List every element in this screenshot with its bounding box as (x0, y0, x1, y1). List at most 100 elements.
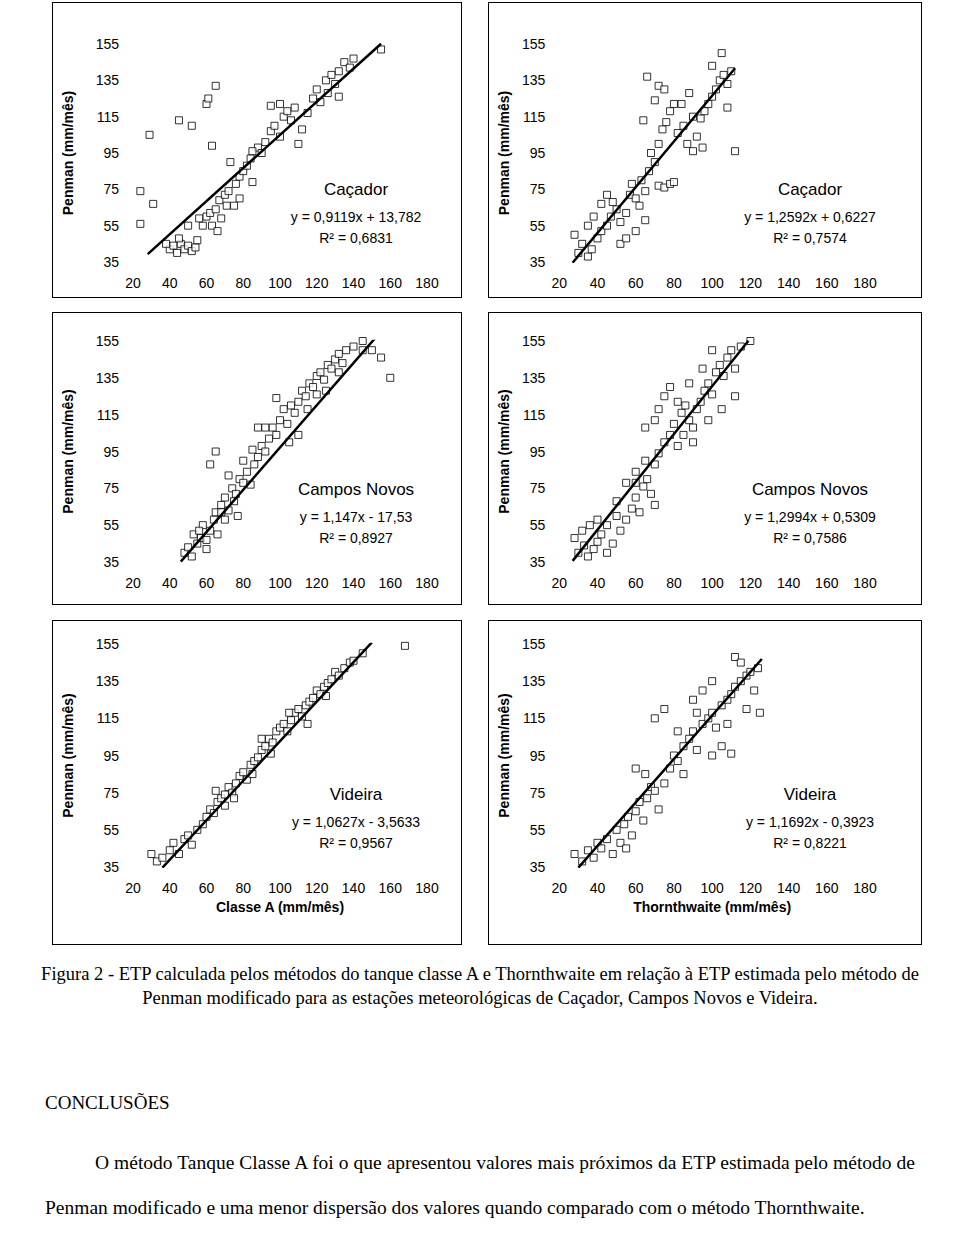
svg-text:115: 115 (523, 109, 546, 125)
svg-text:55: 55 (103, 822, 119, 838)
svg-text:140: 140 (342, 880, 366, 896)
svg-text:R² = 0,8927: R² = 0,8927 (319, 530, 393, 546)
svg-text:40: 40 (590, 880, 606, 896)
svg-text:95: 95 (103, 145, 119, 161)
svg-text:75: 75 (103, 480, 119, 496)
svg-text:180: 180 (853, 880, 877, 896)
svg-text:140: 140 (777, 275, 801, 291)
svg-text:20: 20 (125, 880, 141, 896)
svg-text:140: 140 (342, 575, 366, 591)
svg-text:75: 75 (103, 785, 119, 801)
svg-text:y = 1,147x - 17,53: y = 1,147x - 17,53 (300, 509, 413, 525)
svg-text:160: 160 (379, 575, 403, 591)
svg-text:R² = 0,7586: R² = 0,7586 (773, 530, 847, 546)
svg-text:135: 135 (96, 370, 120, 386)
svg-text:115: 115 (97, 407, 120, 423)
svg-text:55: 55 (103, 517, 119, 533)
svg-text:135: 135 (522, 370, 546, 386)
svg-text:155: 155 (96, 636, 120, 652)
svg-text:60: 60 (628, 880, 644, 896)
svg-text:100: 100 (268, 880, 292, 896)
svg-text:40: 40 (590, 575, 606, 591)
svg-text:40: 40 (162, 575, 178, 591)
svg-text:35: 35 (530, 859, 546, 875)
svg-text:40: 40 (162, 275, 178, 291)
svg-text:100: 100 (700, 575, 724, 591)
svg-text:140: 140 (777, 880, 801, 896)
svg-text:Campos Novos: Campos Novos (298, 480, 414, 499)
svg-text:120: 120 (305, 275, 329, 291)
svg-text:95: 95 (530, 444, 546, 460)
svg-text:55: 55 (530, 218, 546, 234)
svg-text:180: 180 (853, 275, 877, 291)
svg-text:140: 140 (777, 575, 801, 591)
svg-text:60: 60 (628, 575, 644, 591)
svg-text:20: 20 (551, 880, 567, 896)
svg-text:y = 1,1692x - 0,3923: y = 1,1692x - 0,3923 (746, 814, 874, 830)
svg-text:Campos Novos: Campos Novos (752, 480, 868, 499)
svg-text:115: 115 (523, 407, 546, 423)
svg-text:155: 155 (96, 333, 120, 349)
svg-text:155: 155 (522, 636, 546, 652)
svg-text:135: 135 (522, 72, 546, 88)
svg-text:80: 80 (235, 575, 251, 591)
svg-text:R² = 0,8221: R² = 0,8221 (773, 835, 847, 851)
svg-text:75: 75 (103, 181, 119, 197)
svg-text:Videira: Videira (330, 785, 383, 804)
svg-text:75: 75 (530, 785, 546, 801)
svg-text:75: 75 (530, 181, 546, 197)
svg-text:120: 120 (305, 575, 329, 591)
svg-text:Caçador: Caçador (778, 180, 843, 199)
svg-text:100: 100 (268, 275, 292, 291)
svg-text:180: 180 (415, 275, 439, 291)
svg-text:180: 180 (853, 575, 877, 591)
svg-text:y = 1,0627x - 3,5633: y = 1,0627x - 3,5633 (292, 814, 420, 830)
svg-text:100: 100 (700, 275, 724, 291)
svg-text:Penman (mm/mês): Penman (mm/mês) (60, 389, 76, 513)
svg-text:R² = 0,9567: R² = 0,9567 (319, 835, 393, 851)
svg-text:160: 160 (815, 575, 839, 591)
svg-text:55: 55 (530, 822, 546, 838)
svg-text:80: 80 (666, 575, 682, 591)
svg-text:80: 80 (666, 275, 682, 291)
svg-text:180: 180 (415, 575, 439, 591)
svg-text:160: 160 (379, 880, 403, 896)
svg-text:100: 100 (700, 880, 724, 896)
svg-text:95: 95 (103, 748, 119, 764)
svg-text:60: 60 (628, 275, 644, 291)
svg-text:80: 80 (235, 880, 251, 896)
svg-text:35: 35 (530, 254, 546, 270)
svg-text:160: 160 (815, 880, 839, 896)
svg-text:95: 95 (530, 748, 546, 764)
svg-text:40: 40 (590, 275, 606, 291)
svg-text:Penman (mm/mês): Penman (mm/mês) (496, 389, 512, 513)
svg-text:55: 55 (103, 218, 119, 234)
svg-text:115: 115 (97, 710, 120, 726)
svg-text:135: 135 (96, 72, 120, 88)
svg-text:120: 120 (739, 275, 763, 291)
svg-text:Penman (mm/mês): Penman (mm/mês) (496, 91, 512, 215)
svg-text:20: 20 (551, 275, 567, 291)
svg-text:y = 0,9119x + 13,782: y = 0,9119x + 13,782 (291, 209, 422, 225)
svg-text:Thornthwaite (mm/mês): Thornthwaite (mm/mês) (633, 899, 791, 915)
svg-text:160: 160 (815, 275, 839, 291)
svg-text:Penman (mm/mês): Penman (mm/mês) (496, 693, 512, 817)
svg-text:35: 35 (103, 254, 119, 270)
svg-text:80: 80 (666, 880, 682, 896)
svg-text:20: 20 (125, 275, 141, 291)
svg-text:160: 160 (379, 275, 403, 291)
svg-text:155: 155 (522, 333, 546, 349)
svg-text:100: 100 (268, 575, 292, 591)
svg-text:55: 55 (530, 517, 546, 533)
svg-text:135: 135 (522, 673, 546, 689)
svg-text:20: 20 (125, 575, 141, 591)
svg-text:y = 1,2994x + 0,5309: y = 1,2994x + 0,5309 (744, 509, 876, 525)
svg-text:95: 95 (103, 444, 119, 460)
svg-text:40: 40 (162, 880, 178, 896)
svg-text:35: 35 (103, 554, 119, 570)
svg-text:y = 1,2592x + 0,6227: y = 1,2592x + 0,6227 (744, 209, 876, 225)
svg-text:R² = 0,6831: R² = 0,6831 (319, 230, 393, 246)
svg-text:180: 180 (415, 880, 439, 896)
svg-text:60: 60 (199, 880, 215, 896)
svg-text:115: 115 (523, 710, 546, 726)
